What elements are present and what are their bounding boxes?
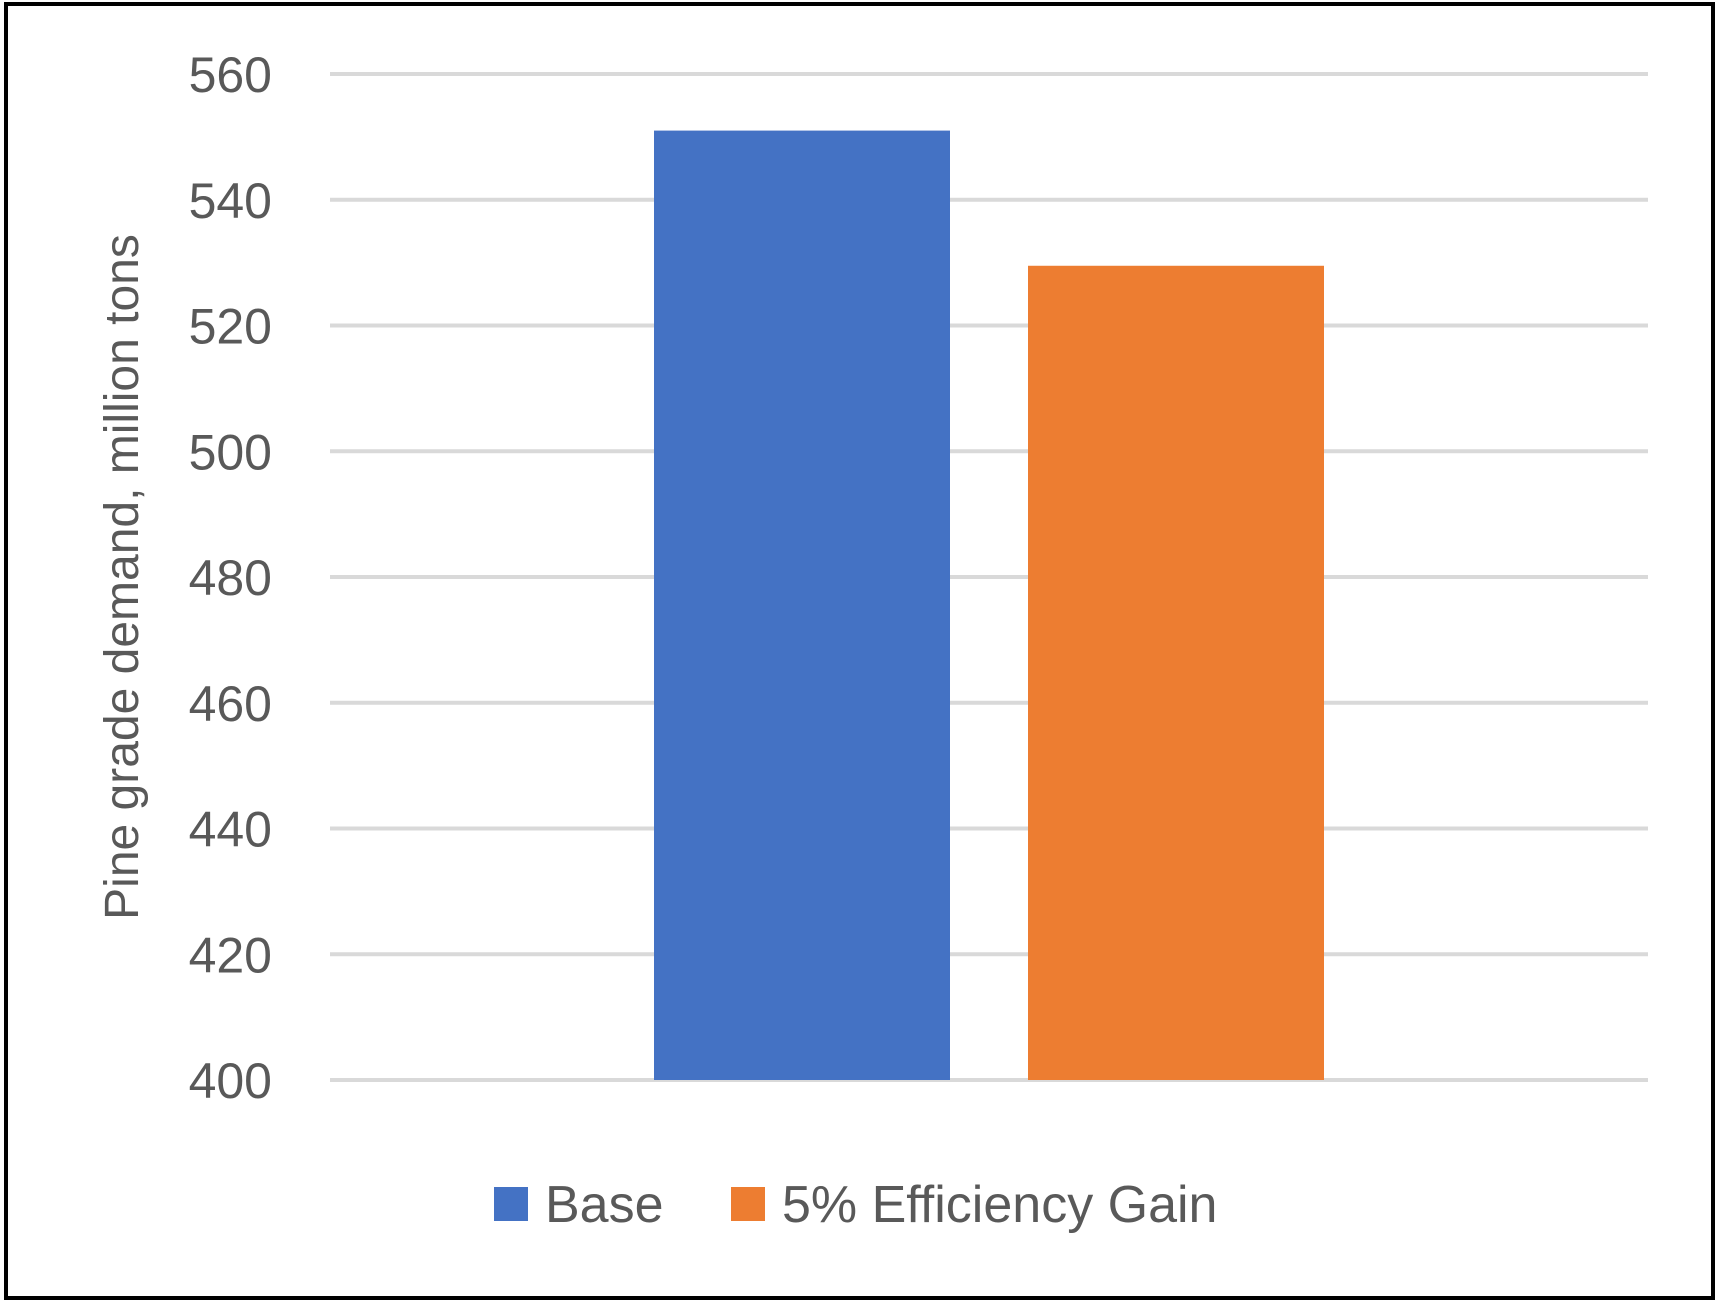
y-axis-ticks: 400 420 440 460 480 500 520 540 560 (189, 47, 272, 1109)
legend-label: 5% Efficiency Gain (782, 1176, 1217, 1234)
y-tick-label: 480 (189, 550, 272, 606)
y-tick-label: 420 (189, 927, 272, 983)
legend-swatch (731, 1187, 765, 1221)
bar-base (654, 130, 950, 1080)
bar-5-efficiency-gain (1028, 265, 1324, 1080)
y-tick-label: 400 (189, 1053, 272, 1109)
y-tick-label: 500 (189, 424, 272, 480)
y-tick-label: 560 (189, 47, 272, 103)
y-axis-title: Pine grade demand, million tons (96, 234, 149, 920)
legend: Base 5% Efficiency Gain (494, 1176, 1217, 1234)
bars (654, 130, 1324, 1080)
y-tick-label: 440 (189, 802, 272, 858)
y-tick-label: 520 (189, 299, 272, 355)
gridlines (330, 72, 1648, 1082)
y-tick-label: 460 (189, 676, 272, 732)
legend-label: Base (545, 1176, 664, 1234)
y-tick-label: 540 (189, 173, 272, 229)
legend-swatch (494, 1187, 528, 1221)
